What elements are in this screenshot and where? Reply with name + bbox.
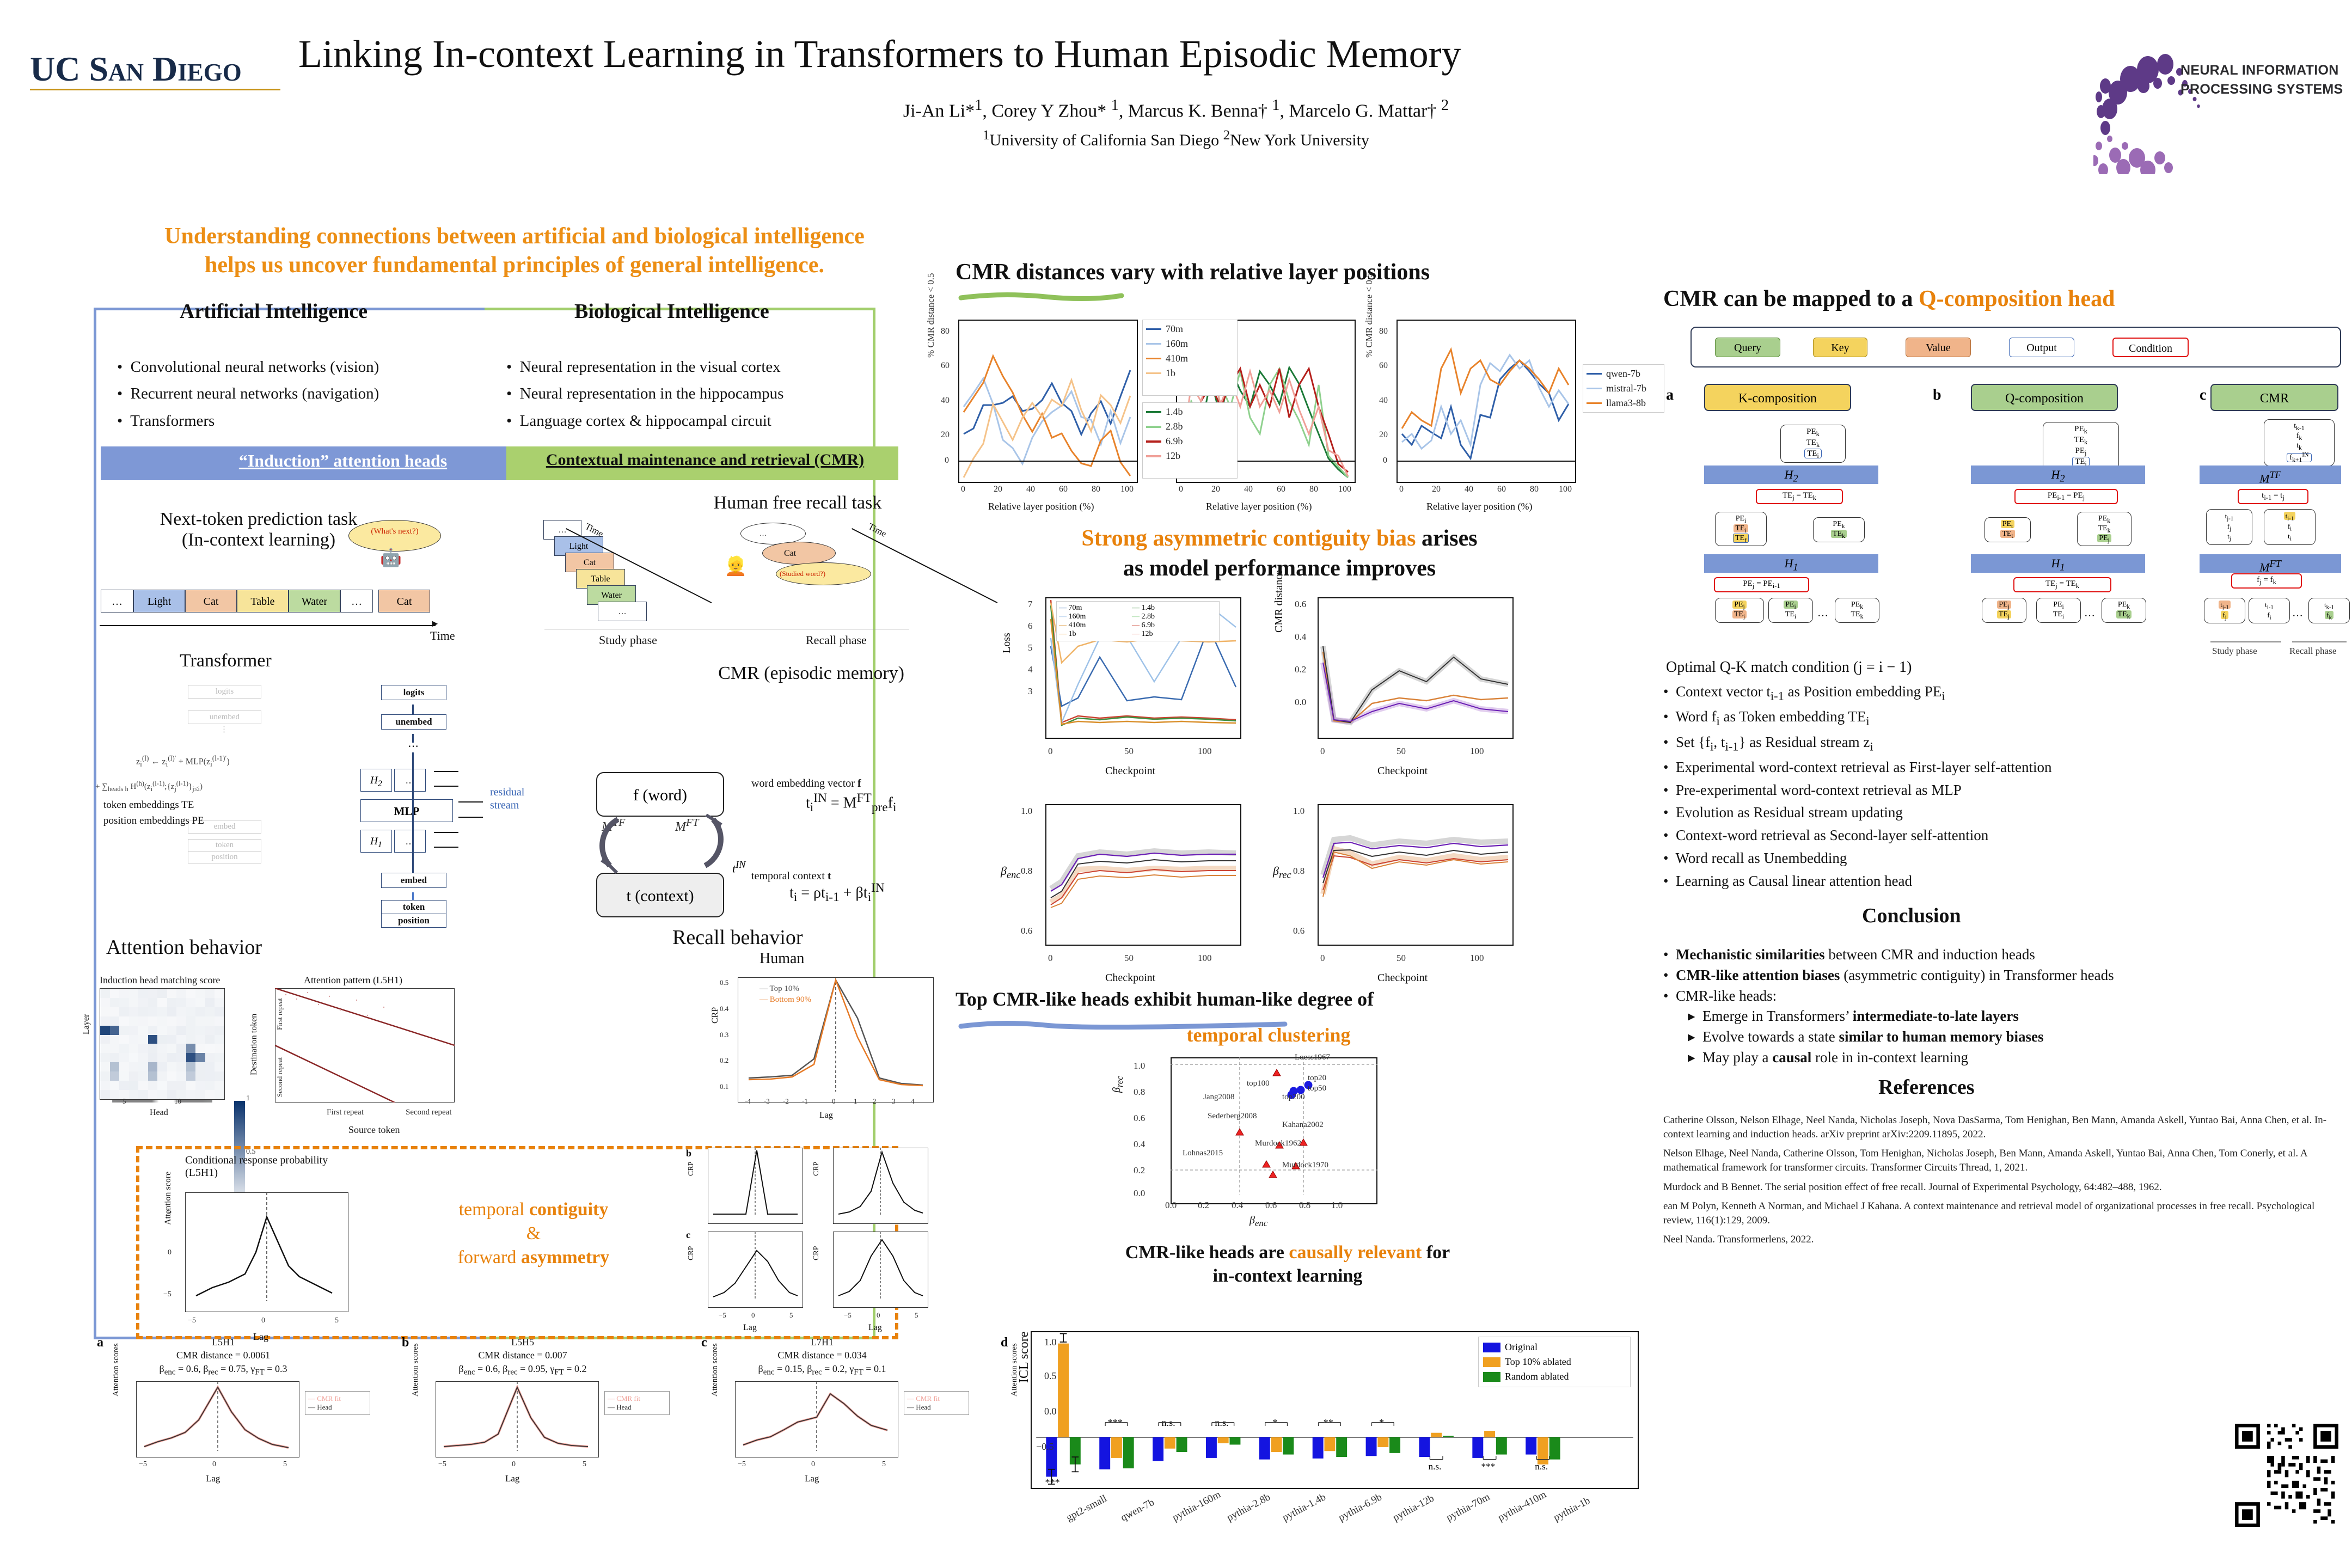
svg-text:***: *** bbox=[1481, 1461, 1495, 1472]
svg-text:n.s.: n.s. bbox=[1535, 1461, 1548, 1472]
svg-text:n.s.: n.s. bbox=[1429, 1461, 1442, 1472]
svg-text:***: *** bbox=[1045, 1477, 1060, 1488]
